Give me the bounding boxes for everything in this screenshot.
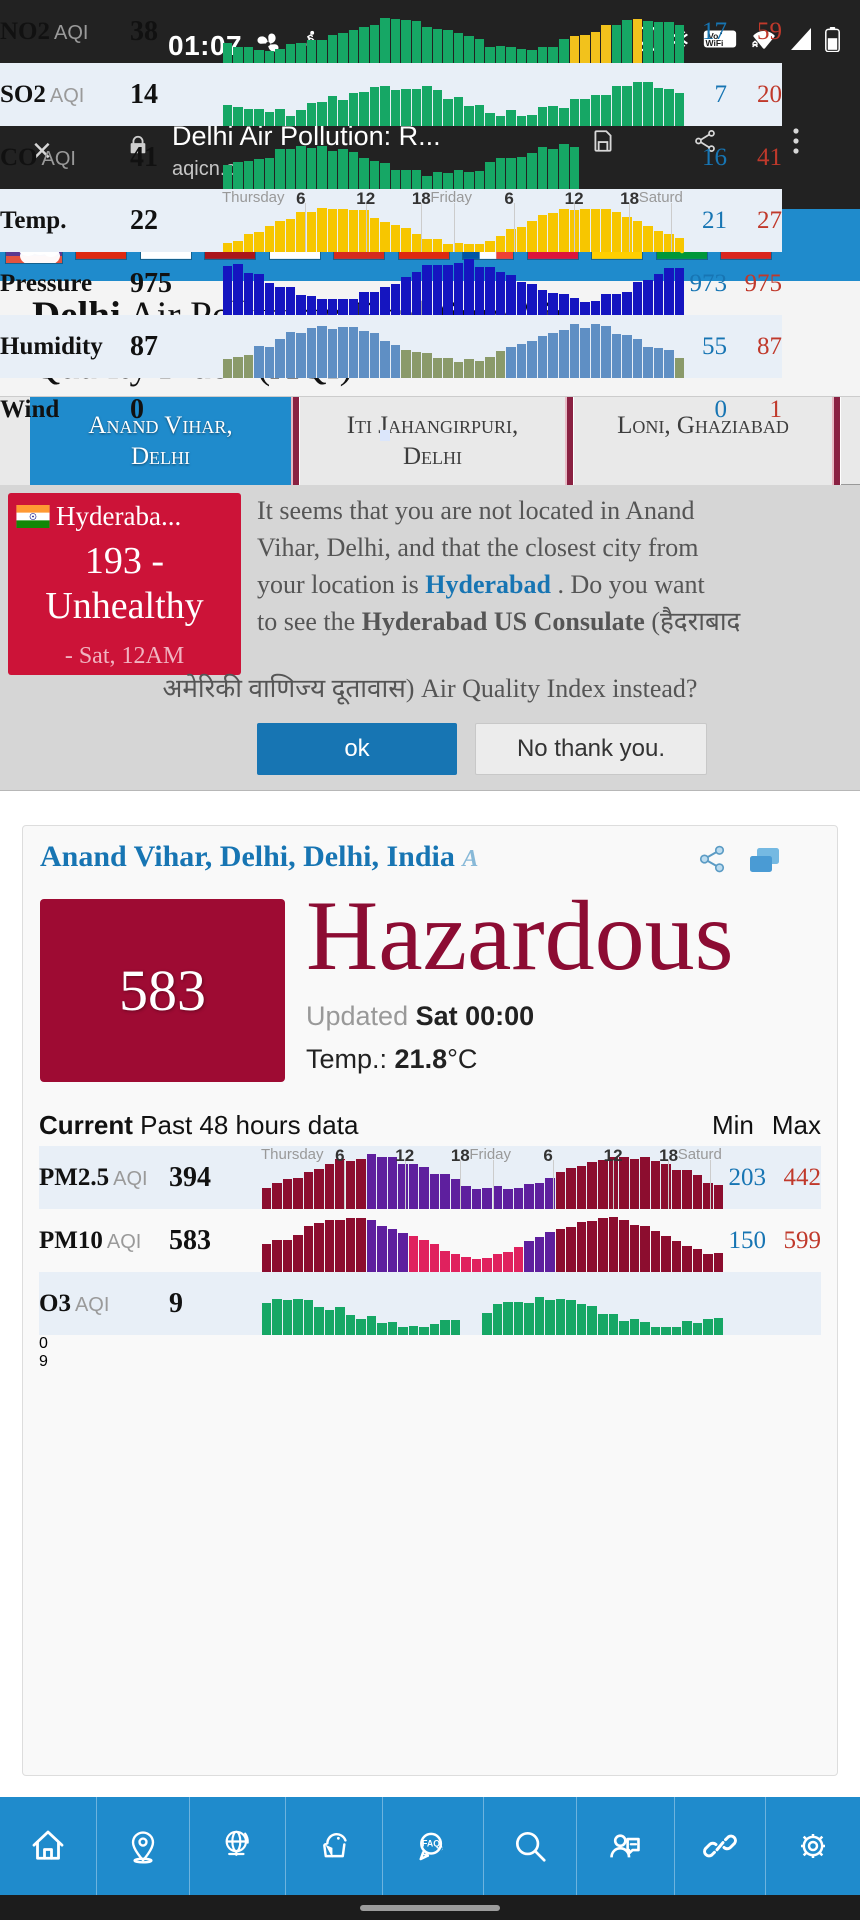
svg-text:FAQ: FAQ	[422, 1839, 440, 1849]
